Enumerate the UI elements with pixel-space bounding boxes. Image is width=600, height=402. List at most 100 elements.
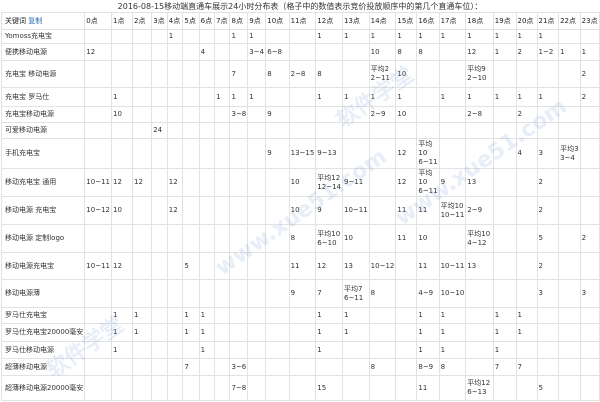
rank-cell bbox=[151, 29, 168, 44]
hour-header: 23点 bbox=[579, 12, 600, 30]
rank-cell bbox=[247, 252, 267, 280]
rank-cell bbox=[198, 122, 216, 139]
rank-cell bbox=[341, 122, 370, 139]
rank-cell: 2 bbox=[536, 252, 560, 280]
rank-cell: 1 bbox=[229, 87, 249, 107]
header-row: 关键词 复制 0点 1点 2点 3点 4点 5点 6点 7点 8点 9点 10点 11点 12点 13点 1… bbox=[0, 12, 600, 30]
rank-cell bbox=[247, 279, 267, 308]
rank-cell bbox=[492, 279, 517, 308]
keyword-cell: 罗马仕充电宝20000毫安 bbox=[0, 323, 86, 342]
rank-cell bbox=[110, 375, 133, 401]
rank-cell: 12 bbox=[395, 138, 418, 169]
rank-cell: 12 bbox=[110, 168, 133, 197]
rank-cell bbox=[166, 87, 184, 107]
rank-cell: 1 bbox=[558, 43, 581, 61]
rank-cell: 3~8 bbox=[229, 106, 249, 123]
rank-cell bbox=[395, 252, 418, 280]
rank-cell: 1 bbox=[492, 307, 517, 324]
rank-cell bbox=[131, 106, 153, 123]
rank-cell bbox=[492, 252, 517, 280]
rank-cell: 8 bbox=[438, 358, 467, 376]
rank-cell bbox=[131, 87, 153, 107]
rank-cell bbox=[214, 29, 231, 44]
rank-cell: 12 bbox=[131, 168, 153, 197]
rank-cell bbox=[182, 224, 200, 253]
copy-link[interactable]: 复制 bbox=[28, 16, 43, 25]
rank-cell bbox=[558, 252, 581, 280]
rank-cell bbox=[265, 279, 290, 308]
rank-cell bbox=[395, 323, 418, 342]
rank-cell bbox=[151, 252, 168, 280]
rank-cell: 2 bbox=[515, 43, 538, 61]
rank-cell bbox=[214, 224, 231, 253]
rank-cell bbox=[492, 375, 517, 401]
keyword-cell: 移动电源充电宝 bbox=[0, 252, 86, 280]
hour-header: 8点 bbox=[229, 12, 249, 30]
rank-cell: 10 bbox=[288, 196, 317, 225]
rank-cell: 3 bbox=[536, 138, 560, 169]
keyword-header: 关键词 复制 bbox=[0, 12, 86, 30]
rank-cell bbox=[214, 252, 231, 280]
keyword-cell: 超薄移动电源 bbox=[0, 358, 86, 376]
rank-cell bbox=[131, 358, 153, 376]
rank-cell bbox=[131, 375, 153, 401]
rank-cell bbox=[229, 279, 249, 308]
rank-cell bbox=[110, 43, 133, 61]
rank-cell bbox=[265, 341, 290, 359]
rank-cell: 2~8 bbox=[288, 60, 317, 88]
rank-cell bbox=[110, 60, 133, 88]
rank-cell: 1 bbox=[416, 341, 440, 359]
rank-cell bbox=[214, 375, 231, 401]
rank-cell bbox=[465, 122, 494, 139]
rank-cell: 1 bbox=[166, 29, 184, 44]
rank-cell bbox=[182, 138, 200, 169]
rank-cell: 7 bbox=[182, 358, 200, 376]
rank-cell: 11 bbox=[395, 224, 418, 253]
rank-cell: 3~6 bbox=[229, 358, 249, 376]
rank-cell bbox=[341, 358, 370, 376]
rank-cell bbox=[579, 358, 600, 376]
rank-cell: 13 bbox=[465, 168, 494, 197]
rank-cell bbox=[288, 29, 317, 44]
rank-cell bbox=[558, 60, 581, 88]
rank-cell bbox=[536, 341, 560, 359]
rank-cell bbox=[558, 168, 581, 197]
rank-cell bbox=[214, 196, 231, 225]
rank-cell bbox=[492, 138, 517, 169]
rank-cell: 9 bbox=[438, 168, 467, 197]
rank-cell: 1 bbox=[110, 341, 133, 359]
rank-cell: 7~8 bbox=[229, 375, 249, 401]
rank-cell bbox=[214, 43, 231, 61]
rank-cell: 1 bbox=[438, 307, 467, 324]
rank-cell bbox=[579, 168, 600, 197]
hour-header: 15点 bbox=[395, 12, 418, 30]
rank-cell bbox=[166, 323, 184, 342]
rank-cell: 4~9 bbox=[416, 279, 440, 308]
rank-cell: 10 bbox=[368, 43, 397, 61]
rank-cell bbox=[110, 138, 133, 169]
table-row: 罗马仕移动电源 1 1 1 1 1 1 bbox=[0, 341, 600, 359]
rank-cell bbox=[247, 375, 267, 401]
hour-header: 14点 bbox=[368, 12, 397, 30]
rank-cell bbox=[247, 138, 267, 169]
rank-cell: 3~4 bbox=[247, 43, 267, 61]
rank-cell bbox=[182, 122, 200, 139]
rank-cell: 1 bbox=[341, 307, 370, 324]
keyword-cell: 罗马仕移动电源 bbox=[0, 341, 86, 359]
rank-cell bbox=[84, 307, 112, 324]
rank-cell: 11 bbox=[416, 196, 440, 225]
hour-header: 11点 bbox=[288, 12, 317, 30]
rank-cell bbox=[151, 106, 168, 123]
rank-cell bbox=[166, 106, 184, 123]
rank-cell bbox=[247, 358, 267, 376]
rank-cell bbox=[341, 60, 370, 88]
rank-cell: 平均12 6~13 bbox=[465, 375, 494, 401]
rank-cell: 12 bbox=[110, 252, 133, 280]
hour-header: 19点 bbox=[492, 12, 517, 30]
rank-cell bbox=[368, 323, 397, 342]
rank-cell bbox=[515, 122, 538, 139]
rank-cell: 8 bbox=[416, 43, 440, 61]
hour-header: 18点 bbox=[465, 12, 494, 30]
rank-cell bbox=[579, 196, 600, 225]
rank-cell bbox=[265, 168, 290, 197]
